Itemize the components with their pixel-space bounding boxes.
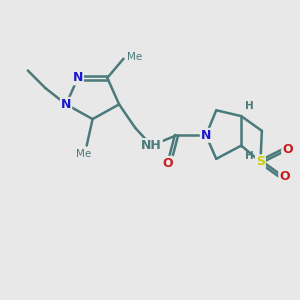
Text: N: N — [201, 129, 211, 142]
Text: S: S — [256, 155, 265, 168]
Text: H: H — [245, 101, 254, 111]
Text: Me: Me — [76, 149, 91, 159]
Text: N: N — [61, 98, 71, 111]
Text: H: H — [245, 151, 254, 161]
Text: O: O — [282, 143, 293, 157]
Text: Me: Me — [127, 52, 142, 62]
Text: O: O — [279, 170, 290, 183]
Text: O: O — [162, 157, 173, 170]
Text: NH: NH — [141, 139, 162, 152]
Text: N: N — [73, 71, 83, 84]
